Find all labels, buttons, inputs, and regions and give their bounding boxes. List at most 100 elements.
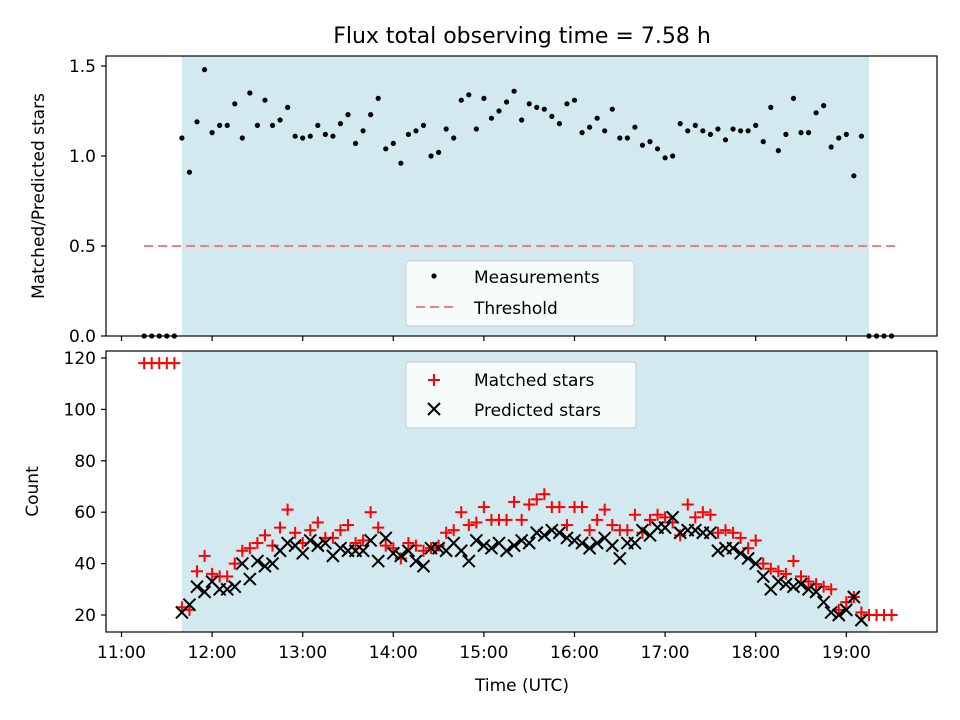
predicted-star-points — [175, 510, 869, 627]
matched-star-point — [598, 503, 611, 516]
predicted-star-point — [635, 523, 650, 537]
predicted-star-point — [197, 585, 212, 599]
predicted-star-point — [779, 577, 793, 591]
x-tick-label: 14:00 — [369, 643, 418, 663]
bottom-panel: 20 40 60 80 100 120 11:00 12:00 13:00 14:00 15:00… — [23, 349, 938, 696]
bottom-y-tick-label: 40 — [74, 555, 96, 575]
measurement-point — [707, 131, 714, 137]
bottom-legend: Matched stars Predicted stars — [405, 361, 637, 429]
measurement-point — [556, 121, 563, 127]
predicted-star-point — [514, 533, 529, 548]
measurement-point — [722, 137, 729, 143]
predicted-star-point — [560, 531, 574, 545]
top-legend-box — [405, 260, 635, 327]
measurement-point — [247, 90, 253, 96]
measurement-point — [345, 112, 351, 118]
predicted-star-point — [280, 536, 295, 550]
predicted-star-point — [295, 546, 310, 561]
predicted-star-point — [220, 582, 234, 597]
predicted-star-point — [522, 536, 536, 550]
measurement-point — [549, 113, 555, 119]
matched-star-point — [606, 519, 619, 532]
top-axes-frame — [105, 55, 938, 337]
matched-star-point — [168, 357, 181, 370]
measurement-point — [805, 130, 812, 136]
bottom-y-tick-label: 100 — [64, 400, 96, 420]
matched-star-point — [258, 529, 271, 542]
measurement-point — [511, 88, 517, 94]
predicted-star-point — [711, 544, 725, 558]
predicted-star-point — [824, 605, 838, 620]
matched-star-point — [764, 562, 777, 575]
measurement-point — [368, 112, 374, 118]
x-tick-label: 18:00 — [731, 643, 780, 663]
top-y-tick-label: 0.0 — [69, 327, 96, 347]
measurement-point — [526, 101, 532, 107]
measurement-point — [375, 95, 381, 101]
predicted-star-point — [552, 526, 567, 540]
measurement-point — [738, 128, 744, 134]
matched-star-point — [342, 519, 354, 532]
measurement-point — [564, 101, 570, 107]
matched-star-point — [772, 565, 785, 578]
top-x-ticks — [120, 336, 847, 341]
measurement-point — [519, 117, 525, 123]
top-y-tick-label: 1.0 — [69, 147, 96, 167]
matched-star-point — [674, 529, 687, 542]
top-y-tick-label: 1.5 — [69, 57, 96, 77]
matched-star-point — [274, 521, 287, 534]
matched-star-point — [659, 511, 672, 524]
bottom-legend-box — [405, 361, 637, 429]
measurement-point — [685, 128, 691, 134]
measurement-point — [813, 110, 819, 116]
legend-matched-label: Matched stars — [474, 371, 594, 391]
measurement-point — [224, 122, 230, 128]
predicted-star-point — [809, 585, 823, 599]
x-tick-label: 16:00 — [550, 643, 599, 663]
measurement-point — [534, 104, 540, 110]
predicted-star-point — [605, 538, 619, 553]
measurement-point — [292, 133, 298, 139]
measurement-point — [322, 131, 328, 137]
predicted-star-point — [182, 598, 197, 612]
predicted-star-point — [673, 526, 687, 540]
matched-star-point — [734, 531, 747, 544]
x-tick-label: 15:00 — [459, 643, 508, 663]
bottom-y-ticks: 20 40 60 80 100 120 — [64, 349, 106, 626]
predicted-star-point — [816, 595, 831, 609]
measurement-point — [307, 133, 313, 139]
measurement-point — [352, 140, 359, 146]
bottom-axes-frame — [105, 350, 938, 633]
measurement-point — [677, 121, 683, 127]
predicted-star-point — [363, 533, 378, 548]
matched-star-point — [334, 524, 347, 537]
matched-star-point — [779, 567, 792, 580]
measurement-point — [662, 155, 668, 161]
measurement-point — [360, 128, 366, 134]
measurement-point — [700, 128, 706, 134]
predicted-star-point — [801, 582, 816, 597]
measurement-point — [821, 103, 827, 109]
x-tick-label: 17:00 — [641, 643, 690, 663]
matched-star-points — [138, 357, 898, 621]
measurement-point — [285, 104, 291, 110]
matched-star-point — [281, 503, 294, 516]
measurement-point — [775, 148, 781, 154]
matched-star-point — [477, 501, 490, 514]
legend-threshold-label: Threshold — [473, 299, 558, 319]
predicted-star-point — [243, 572, 257, 586]
predicted-star-point — [379, 531, 393, 545]
matched-star-point — [719, 524, 732, 537]
predicted-star-point — [688, 523, 703, 537]
measurement-point — [639, 142, 646, 148]
bottom-x-ticks: 11:00 12:00 13:00 14:00 15:00 16:00 17:00 18:00… — [97, 632, 871, 663]
matched-star-point — [576, 501, 589, 514]
predicted-star-point — [786, 580, 801, 594]
predicted-star-point — [839, 603, 854, 617]
matched-star-point — [583, 524, 596, 537]
predicted-star-point — [431, 541, 446, 555]
predicted-star-point — [507, 538, 521, 553]
predicted-star-point — [477, 538, 491, 553]
predicted-star-point — [462, 554, 476, 568]
legend-predicted-label: Predicted stars — [474, 401, 601, 421]
